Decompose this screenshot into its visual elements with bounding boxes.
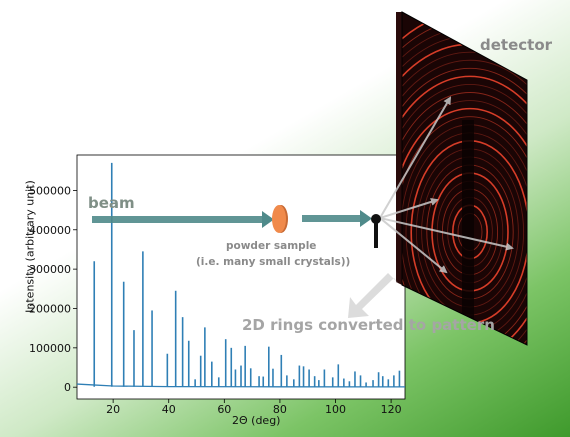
diffraction-ring (402, 67, 527, 345)
beam-stop (371, 214, 381, 248)
x-tick-label: 120 (381, 403, 402, 416)
diffraction-ring (402, 75, 527, 345)
diffracted-rays (379, 96, 514, 274)
diffraction-ring (402, 116, 527, 345)
x-tick-label: 40 (162, 403, 176, 416)
transmitted-beam-arrow (302, 210, 372, 227)
x-tick-label: 80 (273, 403, 287, 416)
y-axis-label: Intensity (arbitrary unit) (23, 180, 37, 313)
beam-label: beam (88, 194, 135, 212)
plot-area (76, 154, 406, 400)
y-tick-label: 200000 (29, 302, 71, 315)
x-axis-label: 2Θ (deg) (232, 414, 281, 427)
diffraction-ring (402, 59, 527, 345)
powder-sample (272, 205, 288, 233)
detector-label: detector (480, 36, 553, 54)
diffraction-ring (402, 92, 527, 345)
y-tick-label: 500000 (29, 184, 71, 197)
sample-label: powder sample (226, 240, 317, 252)
sample-label-detail: (i.e. many small crystals)) (196, 256, 351, 268)
y-tick-label: 0 (64, 381, 71, 394)
diffraction-ring (402, 51, 527, 345)
diffraction-ring (402, 100, 527, 345)
diffraction-ring (402, 83, 527, 345)
x-tick-label: 100 (325, 403, 346, 416)
x-tick-label: 60 (217, 403, 231, 416)
diffraction-pattern (76, 162, 406, 388)
y-tick-label: 400000 (29, 224, 71, 237)
y-tick-label: 300000 (29, 263, 71, 276)
beam-arrow (92, 211, 274, 228)
diffraction-ring (402, 107, 527, 345)
beam-stop-shadow (462, 120, 474, 345)
conversion-arrow (348, 273, 398, 318)
y-tick-label: 100000 (29, 342, 71, 355)
pattern-baseline (76, 383, 406, 388)
plot-axes: 20 40 60 80 100 120 0 100000 200000 300000 400000 5… (29, 184, 402, 416)
x-tick-label: 20 (106, 403, 120, 416)
rings-conversion-label: 2D rings converted to pattern (242, 316, 495, 334)
